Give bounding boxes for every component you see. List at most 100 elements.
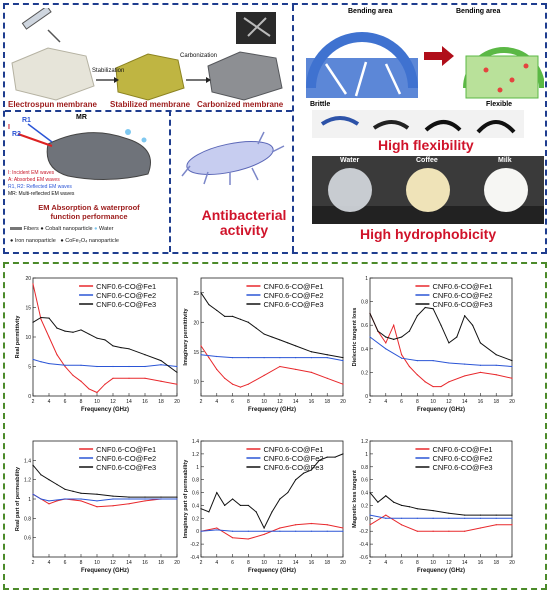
y-tick-label: 5 [28, 365, 31, 371]
data-point-1 [224, 377, 226, 379]
x-tick-label: 4 [48, 399, 51, 405]
data-point-3 [326, 456, 328, 458]
x-tick-label: 12 [277, 399, 283, 405]
data-point-3 [471, 324, 474, 326]
data-point-1 [112, 377, 114, 379]
data-point-3 [231, 315, 234, 317]
data-point-1 [160, 380, 162, 382]
data-point-3 [377, 501, 379, 503]
legend-multireflected: MR: Multi-reflected EM waves [8, 191, 75, 197]
data-point-2 [479, 517, 482, 519]
y-tick-label: 0.6 [361, 478, 368, 484]
y-tick-label: 0.2 [192, 516, 199, 522]
y-tick-label: 0.6 [361, 323, 368, 329]
data-point-3 [48, 479, 50, 481]
x-axis-label: Frequency (GHz) [417, 568, 465, 574]
data-point-1 [369, 524, 371, 526]
x-tick-label: 20 [509, 399, 515, 405]
data-point-3 [128, 496, 130, 498]
y-tick-label: 0 [365, 394, 368, 400]
y-tick-label: 0.8 [192, 478, 199, 484]
data-point-1 [32, 283, 34, 285]
key-cofe: CoFe₂O₄ nanoparticle [65, 238, 119, 244]
x-tick-label: 2 [32, 560, 35, 566]
data-point-3 [208, 511, 210, 513]
data-point-2 [495, 364, 497, 366]
data-point-2 [369, 514, 371, 516]
series-line-2 [200, 354, 344, 362]
data-point-2 [385, 517, 387, 519]
data-point-1 [432, 530, 434, 532]
data-point-2 [416, 360, 418, 362]
data-point-2 [80, 364, 82, 366]
droplet-photos [312, 156, 544, 224]
x-tick-label: 8 [247, 399, 250, 405]
data-point-3 [279, 339, 281, 341]
data-point-1 [231, 537, 234, 539]
x-tick-label: 20 [340, 560, 346, 566]
mechanism-title-line2: function performance [50, 212, 128, 221]
mechanism-legend: I: Incident EM waves A: Absorbed EM wave… [8, 170, 74, 198]
data-point-1 [216, 527, 218, 529]
data-point-1 [96, 391, 98, 394]
y-tick-label: 1.4 [24, 458, 31, 464]
x-tick-label: 2 [369, 560, 372, 566]
data-point-1 [416, 530, 418, 532]
bending-illustration [306, 32, 544, 99]
data-point-3 [448, 512, 450, 514]
data-point-2 [231, 357, 234, 359]
data-point-1 [263, 374, 265, 376]
data-point-2 [279, 357, 281, 359]
series-line-2 [369, 514, 512, 519]
flex-flexible: Flexible [486, 101, 513, 108]
step-electrospun: Electrospun membrane [8, 100, 97, 109]
data-point-1 [239, 386, 242, 388]
legend-label-2: CNF0.6-CO@Fe2 [263, 291, 323, 300]
data-point-2 [326, 357, 328, 359]
data-point-2 [128, 365, 130, 368]
data-point-3 [112, 345, 114, 347]
x-axis-label: Frequency (GHz) [248, 407, 296, 413]
data-point-3 [32, 464, 34, 466]
data-point-1 [247, 383, 249, 385]
x-tick-label: 14 [462, 399, 468, 405]
data-point-2 [216, 355, 218, 358]
x-tick-label: 16 [142, 560, 148, 566]
data-point-2 [400, 357, 403, 359]
data-point-2 [369, 336, 371, 338]
data-point-1 [342, 527, 344, 529]
legend-label-3: CNF0.6-CO@Fe3 [96, 300, 156, 309]
data-point-3 [302, 472, 305, 474]
label-r1: R1 [22, 117, 31, 124]
data-point-2 [48, 500, 50, 502]
x-tick-label: 18 [324, 399, 330, 405]
plot-frame-1 [32, 277, 178, 397]
x-tick-label: 6 [64, 560, 67, 566]
data-point-3 [416, 315, 418, 317]
bacterium-illustration [181, 131, 285, 185]
data-point-3 [239, 504, 242, 507]
legend-label-1: CNF0.6-CO@Fe1 [432, 445, 492, 454]
data-point-3 [416, 508, 418, 510]
data-point-3 [310, 469, 313, 471]
data-point-1 [400, 524, 403, 526]
data-point-2 [432, 517, 434, 519]
key-cobalt: Cobalt nanoparticle [45, 226, 93, 232]
x-tick-label: 4 [48, 560, 51, 566]
data-point-3 [160, 360, 162, 362]
x-tick-label: 18 [158, 399, 164, 405]
data-point-2 [495, 517, 497, 519]
data-point-3 [80, 329, 82, 331]
x-tick-label: 16 [478, 399, 484, 405]
data-point-3 [464, 514, 466, 516]
y-tick-label: 1.4 [192, 439, 199, 445]
bending-label-right: Bending area [456, 8, 501, 15]
data-point-2 [326, 530, 328, 532]
data-point-1 [464, 530, 466, 532]
y-axis-label: Magnetic loss tangent [352, 470, 358, 528]
data-point-1 [479, 371, 482, 373]
data-point-3 [464, 315, 466, 317]
data-point-3 [287, 342, 289, 344]
data-point-2 [263, 530, 265, 532]
data-point-3 [310, 351, 313, 353]
